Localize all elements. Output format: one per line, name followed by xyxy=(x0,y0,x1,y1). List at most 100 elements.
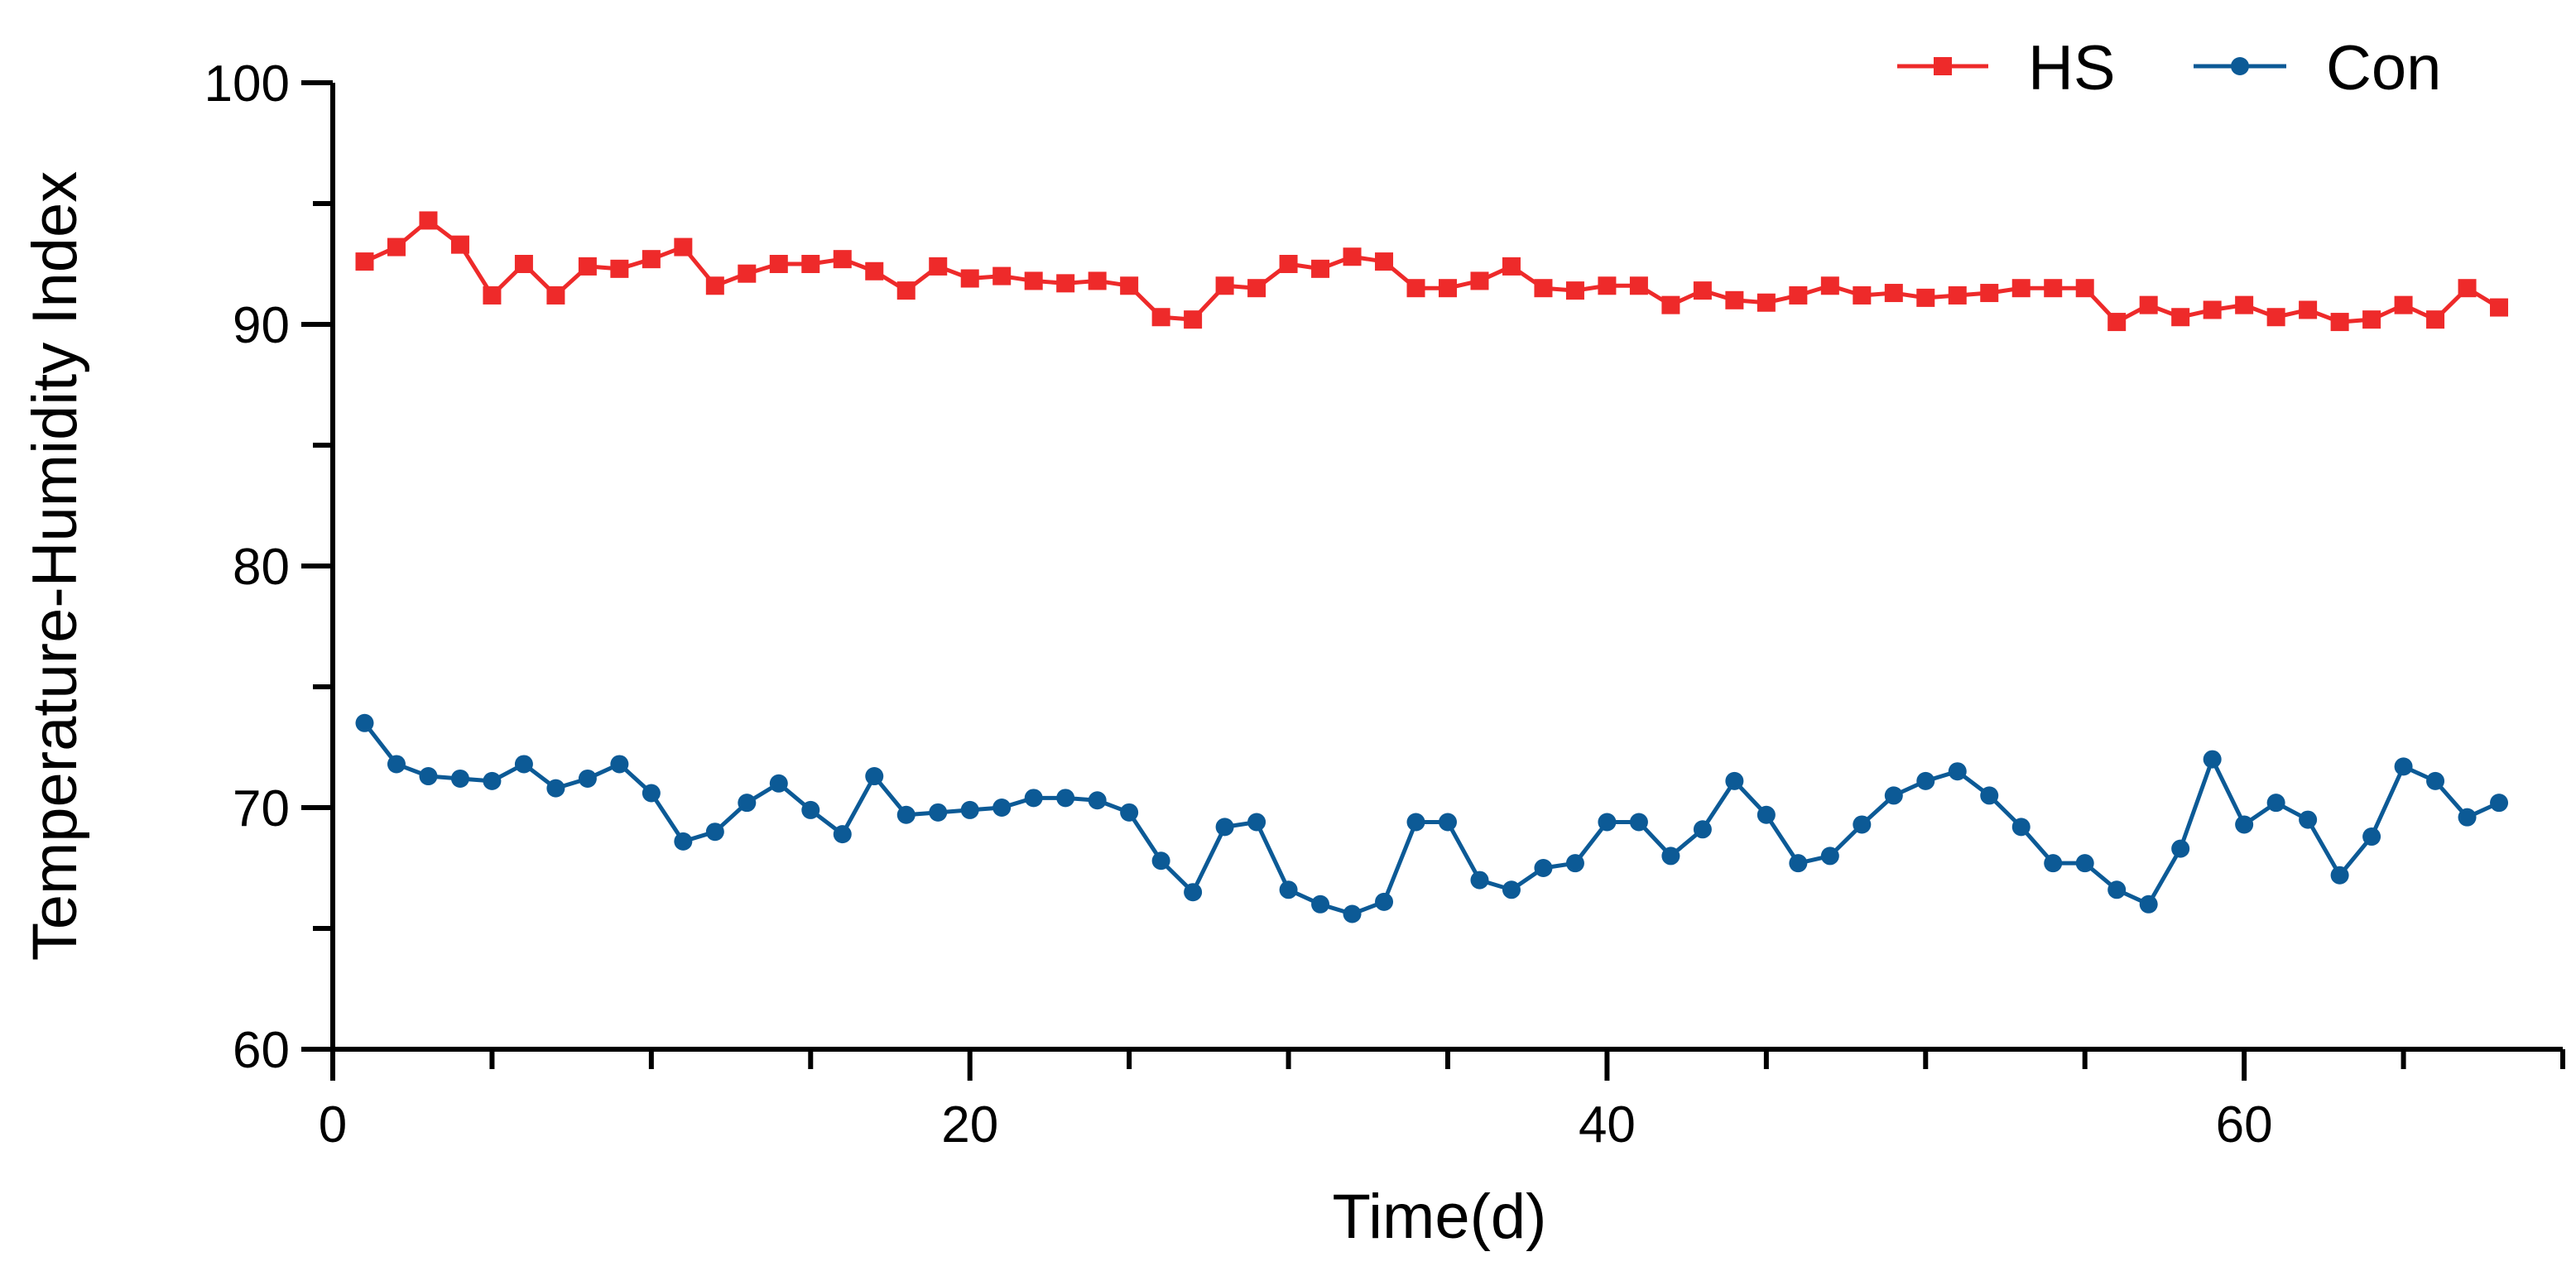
data-point-con xyxy=(674,832,693,851)
data-point-hs xyxy=(896,281,916,300)
y-tick-label: 70 xyxy=(233,780,290,837)
data-point-con xyxy=(1502,880,1521,899)
series-line-hs xyxy=(363,218,2501,324)
data-point-con xyxy=(1565,854,1584,873)
data-point-con xyxy=(1279,880,1298,899)
y-tick-label: 90 xyxy=(233,297,290,354)
data-point-con xyxy=(2426,771,2445,790)
data-point-con xyxy=(929,803,948,822)
legend-marker-hs xyxy=(1934,57,1952,75)
data-point-con xyxy=(2139,894,2158,914)
data-point-hs xyxy=(1629,276,1648,295)
data-point-con xyxy=(1820,847,1839,866)
data-point-hs xyxy=(1024,271,1043,290)
data-point-hs xyxy=(355,252,374,271)
data-point-con xyxy=(1151,851,1170,871)
data-point-con xyxy=(1725,771,1744,790)
data-point-hs xyxy=(610,259,629,278)
data-point-hs xyxy=(1184,310,1203,329)
data-point-hs xyxy=(514,255,533,273)
data-point-con xyxy=(1215,818,1234,837)
data-point-con xyxy=(514,755,533,774)
data-point-con xyxy=(642,784,661,803)
data-point-con xyxy=(483,771,502,790)
data-point-hs xyxy=(1215,276,1234,295)
data-point-hs xyxy=(387,237,406,257)
data-point-con xyxy=(1534,859,1553,877)
data-point-hs xyxy=(2490,298,2509,317)
data-point-hs xyxy=(1311,259,1330,278)
data-point-con xyxy=(1853,815,1872,834)
data-point-hs xyxy=(1820,276,1839,295)
data-point-hs xyxy=(960,269,979,288)
legend-label-hs: HS xyxy=(2028,33,2116,103)
data-point-hs xyxy=(450,235,469,254)
data-point-hs xyxy=(1343,247,1362,266)
data-point-hs xyxy=(674,237,693,257)
data-point-hs xyxy=(2330,313,2349,332)
data-point-con xyxy=(1311,894,1330,914)
series-line-con xyxy=(363,722,2501,916)
data-point-con xyxy=(1661,847,1680,866)
data-point-con xyxy=(1980,786,1999,805)
data-point-hs xyxy=(1948,285,1967,305)
data-point-hs xyxy=(705,276,724,295)
data-point-con xyxy=(1056,789,1075,808)
data-point-con xyxy=(2011,818,2031,837)
data-point-hs xyxy=(1120,276,1139,295)
data-point-con xyxy=(387,755,406,774)
data-point-hs xyxy=(1375,252,1394,271)
data-point-con xyxy=(1024,789,1043,808)
data-point-hs xyxy=(865,261,884,281)
x-tick-label: 40 xyxy=(1579,1096,1636,1153)
data-point-hs xyxy=(1247,279,1266,298)
data-point-hs xyxy=(1534,279,1553,298)
data-point-con xyxy=(960,800,979,819)
data-point-con xyxy=(1184,883,1203,902)
data-point-con xyxy=(419,767,438,786)
data-point-hs xyxy=(769,255,788,273)
data-point-con xyxy=(2266,794,2285,813)
data-point-hs xyxy=(2362,310,2381,329)
data-point-hs xyxy=(1757,293,1776,312)
y-tick-label: 80 xyxy=(233,539,290,596)
data-point-con xyxy=(2490,794,2509,813)
data-point-con xyxy=(1916,771,1935,790)
data-point-con xyxy=(578,769,597,788)
data-point-hs xyxy=(1470,271,1489,290)
x-axis-title: Time(d) xyxy=(1333,1182,1547,1252)
data-point-con xyxy=(1629,813,1648,832)
data-point-hs xyxy=(801,255,820,273)
data-point-hs xyxy=(2426,310,2445,329)
data-point-con xyxy=(1757,805,1776,824)
y-tick-label: 100 xyxy=(204,55,290,113)
data-point-con xyxy=(2299,810,2318,829)
data-point-con xyxy=(865,767,884,786)
data-point-hs xyxy=(642,250,661,269)
data-point-hs xyxy=(1439,279,1457,298)
data-point-con xyxy=(1088,791,1107,810)
data-point-con xyxy=(610,755,629,774)
data-point-con xyxy=(2235,815,2254,834)
data-point-con xyxy=(769,774,788,793)
data-point-con xyxy=(705,823,724,842)
data-point-hs xyxy=(929,257,948,276)
y-axis-title: Temperature-Humidity Index xyxy=(20,171,90,962)
data-point-con xyxy=(1598,813,1617,832)
data-point-con xyxy=(1948,762,1967,781)
y-tick-label: 60 xyxy=(233,1022,290,1079)
data-point-con xyxy=(833,825,852,844)
data-point-hs xyxy=(2075,279,2094,298)
data-point-hs xyxy=(2235,295,2254,314)
data-point-hs xyxy=(2299,300,2318,319)
data-point-con xyxy=(2107,880,2127,899)
legend-marker-con xyxy=(2231,57,2249,75)
data-point-con xyxy=(1247,813,1266,832)
data-point-con xyxy=(1375,892,1394,911)
data-point-con xyxy=(2044,854,2063,873)
data-point-hs xyxy=(546,285,565,305)
data-point-con xyxy=(1406,813,1425,832)
data-point-hs xyxy=(578,257,597,276)
data-point-hs xyxy=(2266,308,2285,327)
